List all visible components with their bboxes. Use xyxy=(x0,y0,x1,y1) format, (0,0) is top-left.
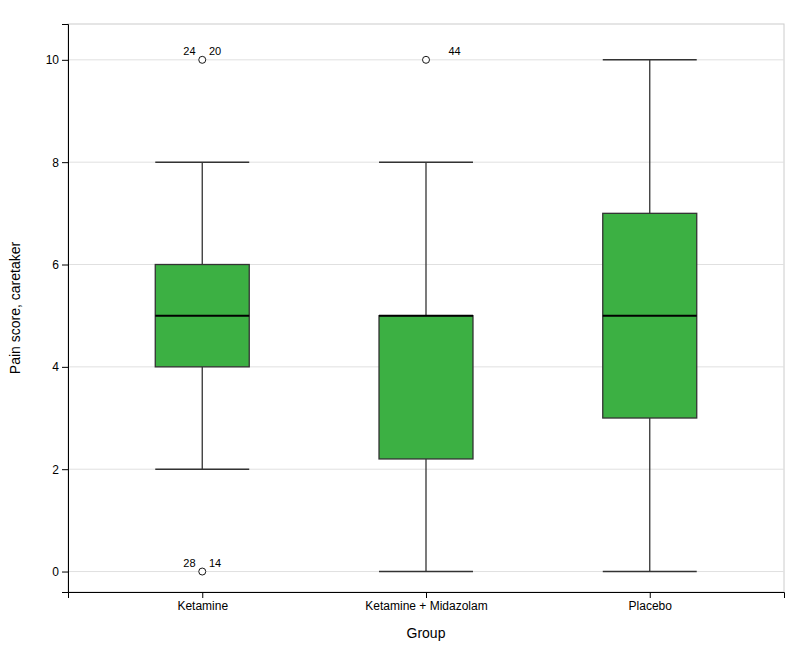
box xyxy=(603,213,697,418)
x-tick: Ketamine + Midazolam xyxy=(365,592,487,613)
y-tick-label: 8 xyxy=(52,156,59,170)
y-tick-label: 4 xyxy=(52,360,59,374)
median xyxy=(603,315,697,317)
y-tick-label: 6 xyxy=(52,258,59,272)
outlier-label: 20 xyxy=(209,45,221,57)
whisker-high xyxy=(649,60,650,214)
plot: 0246810KetamineKetamine + MidazolamPlace… xyxy=(46,24,785,613)
median xyxy=(379,315,473,317)
boxes xyxy=(155,56,696,575)
outlier xyxy=(199,568,206,575)
whisker-high xyxy=(202,162,203,264)
y-tick: 4 xyxy=(52,360,68,374)
cap-low xyxy=(155,468,249,470)
x-tick-label: Ketamine + Midazolam xyxy=(365,599,487,613)
x-tick-mark xyxy=(650,592,651,598)
y-tick-mark xyxy=(62,367,68,368)
y-tick-label: 2 xyxy=(52,463,59,477)
y-axis: 0 2 4 6 8 10 xyxy=(46,25,69,593)
y-axis-line xyxy=(62,25,69,593)
y-tick-label: 10 xyxy=(46,53,60,67)
cap-low xyxy=(603,571,697,573)
whisker-high xyxy=(425,162,426,316)
whisker-low xyxy=(425,459,426,572)
box-group xyxy=(379,56,473,571)
x-tick: Placebo xyxy=(629,592,673,613)
x-axis-line xyxy=(69,593,785,599)
whisker-low xyxy=(202,367,203,469)
cap-low xyxy=(379,571,473,573)
whisker-low xyxy=(649,418,650,572)
median xyxy=(155,315,249,317)
y-tick-mark xyxy=(62,572,68,573)
outlier-label: 28 xyxy=(183,557,195,569)
y-tick-mark xyxy=(62,60,68,61)
y-axis-title: Pain score, caretaker xyxy=(7,242,23,375)
x-axis-title: Group xyxy=(407,625,446,641)
grid-line xyxy=(68,571,784,572)
chart: 0246810KetamineKetamine + MidazolamPlace… xyxy=(0,0,808,654)
grid-line xyxy=(68,162,784,163)
y-tick-mark xyxy=(62,469,68,470)
plot-frame xyxy=(68,24,784,592)
y-tick-mark xyxy=(62,162,68,163)
y-tick-label: 0 xyxy=(52,565,59,579)
x-tick: Ketamine xyxy=(177,592,228,613)
outlier-labels: 24 20 28 14 44 xyxy=(183,45,460,569)
x-tick-label: Placebo xyxy=(629,599,673,613)
cap-high xyxy=(379,161,473,163)
x-tick-label: Ketamine xyxy=(177,599,228,613)
outlier xyxy=(199,56,206,63)
box xyxy=(155,265,249,367)
y-tick: 8 xyxy=(52,156,68,170)
box xyxy=(379,316,473,459)
y-tick: 6 xyxy=(52,258,68,272)
box-group xyxy=(155,56,249,575)
x-tick-mark xyxy=(426,592,427,598)
outlier-label: 24 xyxy=(183,45,195,57)
outlier-label: 14 xyxy=(209,557,221,569)
x-axis: Ketamine Ketamine + Midazolam Placebo xyxy=(69,592,785,613)
x-tick-mark xyxy=(202,592,203,598)
grid xyxy=(68,60,784,572)
y-tick-mark xyxy=(62,265,68,266)
y-tick: 2 xyxy=(52,463,68,477)
y-tick: 10 xyxy=(46,53,68,67)
outlier xyxy=(423,56,430,63)
outlier-label: 44 xyxy=(448,45,460,57)
cap-high xyxy=(155,161,249,163)
box-group xyxy=(603,60,697,572)
y-tick: 0 xyxy=(52,565,68,579)
cap-high xyxy=(603,59,697,61)
